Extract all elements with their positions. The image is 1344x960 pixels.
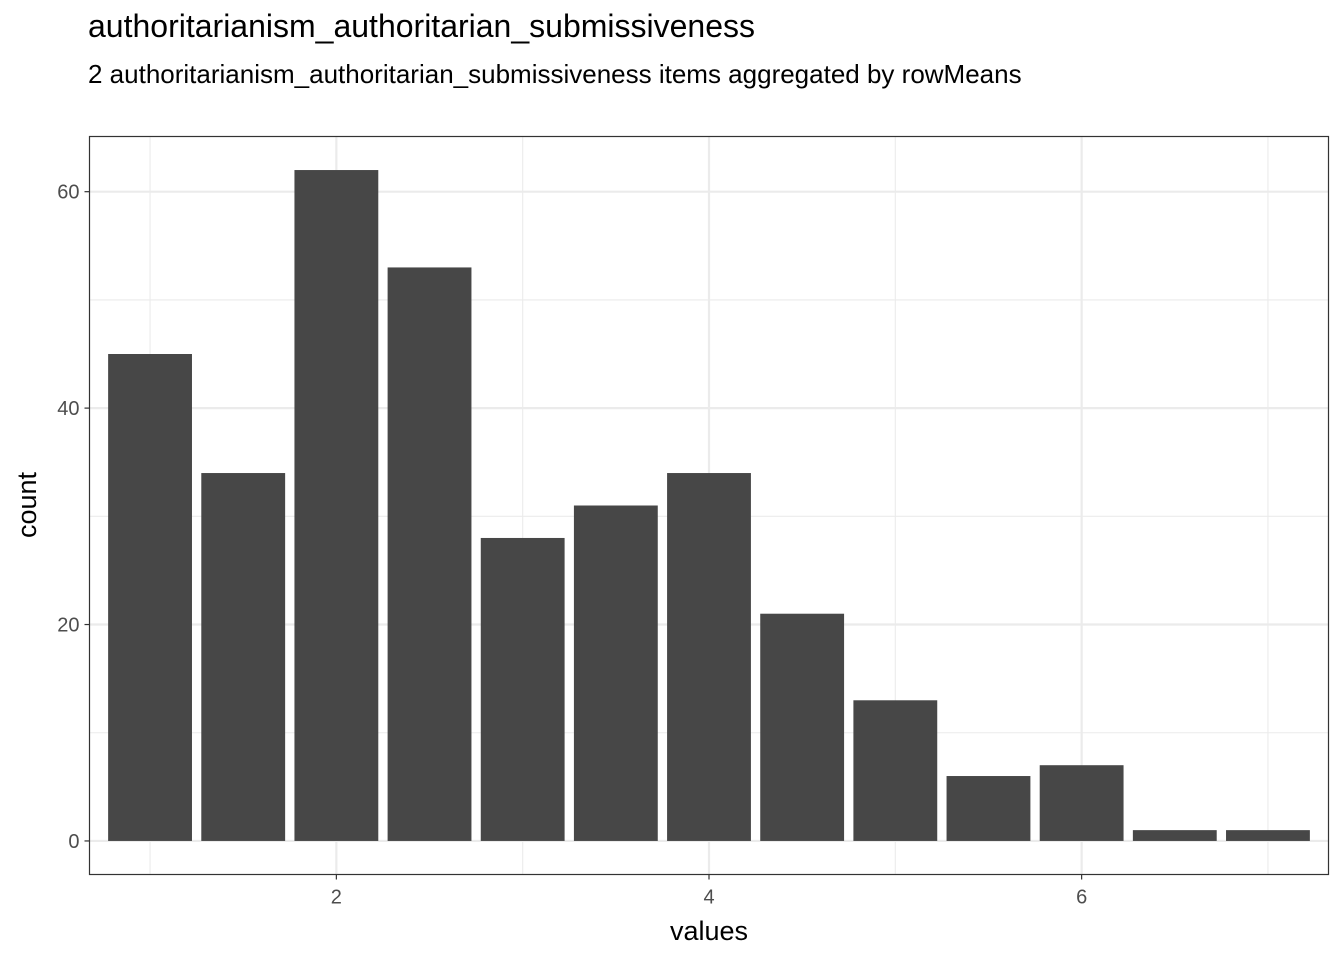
- bar: [946, 776, 1031, 841]
- bar: [1226, 830, 1310, 841]
- y-tick-label: 0: [68, 831, 79, 853]
- y-tick-label: 60: [57, 182, 79, 204]
- y-axis-title: count: [12, 471, 42, 538]
- bar: [1132, 830, 1217, 841]
- bar: [480, 537, 565, 841]
- y-tick-label: 20: [57, 615, 79, 637]
- bar: [573, 505, 658, 841]
- ticks-layer: 0 20 40 60 2 4 6: [57, 182, 1087, 909]
- x-tick-label: 4: [703, 887, 714, 909]
- chart-subtitle: 2 authoritarianism_authoritarian_submiss…: [88, 59, 1022, 89]
- bar: [108, 354, 192, 841]
- bar: [853, 700, 938, 841]
- x-tick-label: 2: [331, 887, 342, 909]
- x-axis-title: values: [670, 916, 748, 946]
- bar: [760, 613, 845, 841]
- bar: [294, 170, 379, 841]
- chart-title: authoritarianism_authoritarian_submissiv…: [88, 8, 755, 44]
- bars-layer: [108, 170, 1310, 841]
- x-tick-label: 6: [1076, 887, 1087, 909]
- bar: [1039, 765, 1124, 841]
- bar: [201, 473, 286, 841]
- bar: [667, 473, 751, 841]
- bar: [387, 267, 472, 841]
- y-tick-label: 40: [57, 398, 79, 420]
